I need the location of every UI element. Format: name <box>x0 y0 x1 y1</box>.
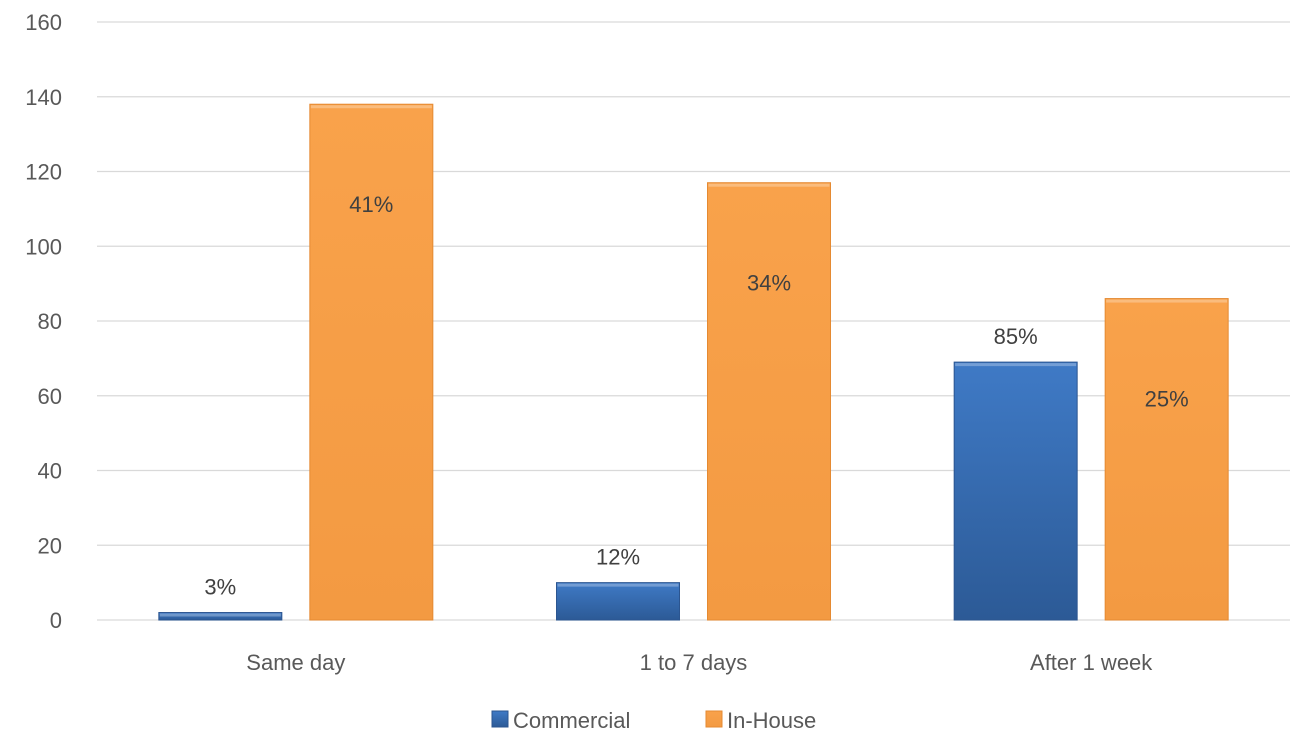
legend-item-in-house[interactable]: In-House <box>705 708 816 733</box>
x-category-label: After 1 week <box>1030 650 1153 675</box>
x-category-label: 1 to 7 days <box>640 650 748 675</box>
bar-highlight <box>1106 299 1228 303</box>
bar-in-house-1[interactable] <box>309 103 434 621</box>
y-tick-label: 120 <box>25 160 62 185</box>
data-label-in-house-1: 41% <box>349 192 393 217</box>
bars <box>158 103 1229 621</box>
bar-commercial-1[interactable] <box>158 612 283 621</box>
bar-in-house-3[interactable] <box>1104 298 1229 621</box>
y-tick-label: 80 <box>38 309 62 334</box>
data-label-commercial-2: 12% <box>596 545 640 570</box>
bar-highlight <box>159 613 281 617</box>
y-axis-tick-labels: 0 20 40 60 80 100 120 140 160 <box>25 10 62 633</box>
y-tick-label: 160 <box>25 10 62 35</box>
legend-label: Commercial <box>513 708 630 733</box>
legend-item-commercial[interactable]: Commercial <box>491 708 630 733</box>
legend[interactable]: Commercial In-House <box>491 708 816 733</box>
bar-highlight <box>557 583 679 587</box>
data-label-in-house-3: 25% <box>1145 387 1189 412</box>
bar-highlight <box>310 105 432 109</box>
y-tick-label: 20 <box>38 533 62 558</box>
x-category-label: Same day <box>246 650 345 675</box>
data-labels: 3% 41% 12% 34% 85% 25% <box>204 192 1188 599</box>
y-tick-label: 140 <box>25 85 62 110</box>
bar-commercial-2[interactable] <box>556 582 680 621</box>
data-label-in-house-2: 34% <box>747 271 791 296</box>
y-tick-label: 100 <box>25 234 62 259</box>
legend-swatch <box>491 710 509 728</box>
legend-swatch <box>705 710 723 728</box>
bar-in-house-2[interactable] <box>707 182 831 621</box>
bar-highlight <box>708 183 830 187</box>
y-tick-label: 0 <box>50 608 62 633</box>
y-tick-label: 40 <box>38 459 62 484</box>
x-axis-category-labels: Same day 1 to 7 days After 1 week <box>246 650 1153 675</box>
y-tick-label: 60 <box>38 384 62 409</box>
bar-highlight <box>955 363 1077 367</box>
data-label-commercial-3: 85% <box>994 324 1038 349</box>
gridlines <box>97 21 1290 621</box>
data-label-commercial-1: 3% <box>204 575 236 600</box>
legend-label: In-House <box>727 708 816 733</box>
bar-commercial-3[interactable] <box>953 361 1078 621</box>
